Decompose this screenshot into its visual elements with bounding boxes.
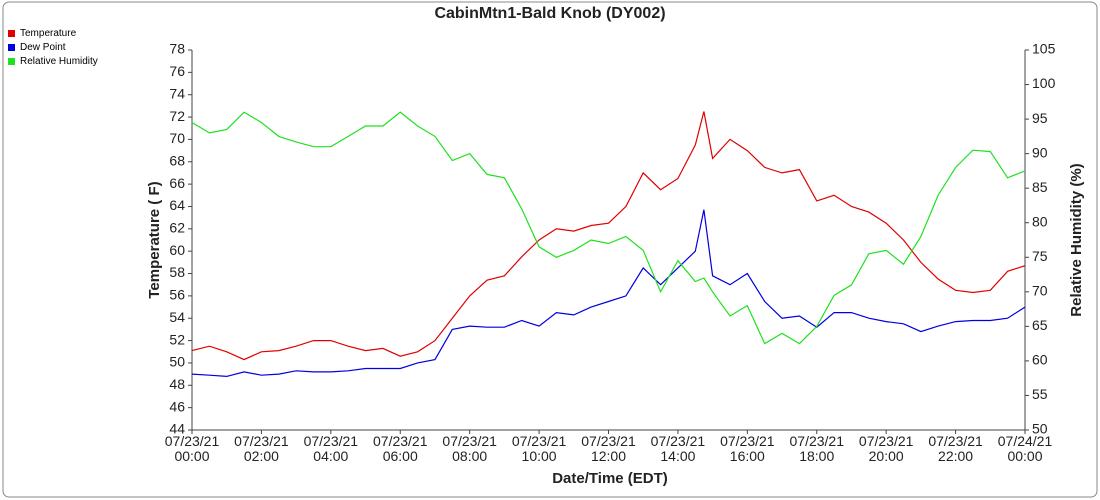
x-tick-label: 07/23/21 12:00: [581, 433, 636, 464]
series-line: [191, 209, 1026, 378]
y2-tick-label: 85: [1032, 179, 1048, 195]
y-tick-label: 52: [169, 331, 185, 347]
y2-tick-label: 60: [1032, 352, 1048, 368]
y2-tick-label: 105: [1032, 41, 1056, 57]
legend-swatch: [8, 30, 15, 37]
legend-item: Relative Humidity: [8, 56, 98, 67]
x-tick-label: 07/24/21 00:00: [997, 433, 1053, 464]
y-tick-label: 44: [169, 421, 185, 437]
legend-item: Dew Point: [8, 42, 66, 53]
x-tick-label: 07/23/21 02:00: [234, 433, 289, 464]
x-tick-label: 07/23/21 10:00: [511, 433, 567, 464]
x-tick-label: 07/23/21 20:00: [858, 433, 914, 464]
y-tick-label: 60: [169, 242, 185, 258]
x-tick-label: 07/23/21 16:00: [720, 433, 775, 464]
y-tick-label: 76: [169, 63, 185, 79]
y-tick-label: 64: [169, 197, 185, 213]
y2-tick-label: 95: [1032, 110, 1048, 126]
series-line: [191, 111, 1026, 361]
x-tick-label: 07/23/21 22:00: [928, 433, 983, 464]
x-tick-label: 07/23/21 04:00: [303, 433, 359, 464]
y-tick-label: 46: [169, 398, 185, 414]
y-tick-label: 56: [169, 287, 185, 303]
y-tick-label: 74: [169, 85, 185, 101]
y2-tick-label: 65: [1032, 317, 1048, 333]
y2-tick-label: 80: [1032, 213, 1048, 229]
y-tick-label: 48: [169, 376, 185, 392]
chart-title: CabinMtn1-Bald Knob (DY002): [434, 5, 665, 22]
y-tick-label: 72: [169, 108, 185, 124]
legend-label: Relative Humidity: [20, 56, 98, 67]
y2-tick-label: 75: [1032, 248, 1048, 264]
y2-tick-label: 90: [1032, 144, 1048, 160]
y2-tick-label: 55: [1032, 386, 1048, 402]
y2-tick-label: 70: [1032, 283, 1048, 299]
x-tick-label: 07/23/21 06:00: [373, 433, 428, 464]
x-tick-label: 07/23/21 14:00: [650, 433, 706, 464]
y-tick-label: 58: [169, 264, 185, 280]
x-tick-label: 07/23/21 18:00: [789, 433, 845, 464]
legend-label: Dew Point: [20, 42, 66, 53]
y-tick-label: 78: [169, 41, 185, 57]
y-tick-label: 68: [169, 152, 185, 168]
y-tick-label: 54: [169, 309, 185, 325]
y2-axis-label: Relative Humidity (%): [1068, 163, 1085, 316]
y-tick-label: 62: [169, 220, 185, 236]
y-tick-label: 50: [169, 354, 185, 370]
x-axis-label: Date/Time (EDT): [552, 470, 668, 487]
x-tick-label: 07/23/21 00:00: [164, 433, 220, 464]
y2-tick-label: 50: [1032, 421, 1048, 437]
y2-tick-label: 100: [1032, 75, 1056, 91]
y-tick-label: 70: [169, 130, 185, 146]
series-line: [191, 111, 1026, 345]
x-tick-label: 07/23/21 08:00: [442, 433, 497, 464]
legend-item: Temperature: [8, 28, 76, 39]
legend-swatch: [8, 44, 15, 51]
legend-label: Temperature: [20, 28, 77, 39]
legend-swatch: [8, 58, 15, 65]
y-tick-label: 66: [169, 175, 185, 191]
y-axis-label: Temperature ( F): [146, 181, 163, 298]
